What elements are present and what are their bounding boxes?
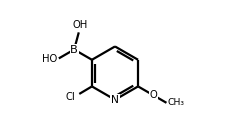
Text: HO: HO (42, 54, 57, 64)
Text: OH: OH (72, 20, 87, 30)
Text: O: O (149, 90, 157, 100)
Text: N: N (111, 95, 118, 105)
Text: Cl: Cl (65, 92, 75, 102)
Text: B: B (70, 45, 78, 55)
Text: CH₃: CH₃ (166, 98, 183, 107)
